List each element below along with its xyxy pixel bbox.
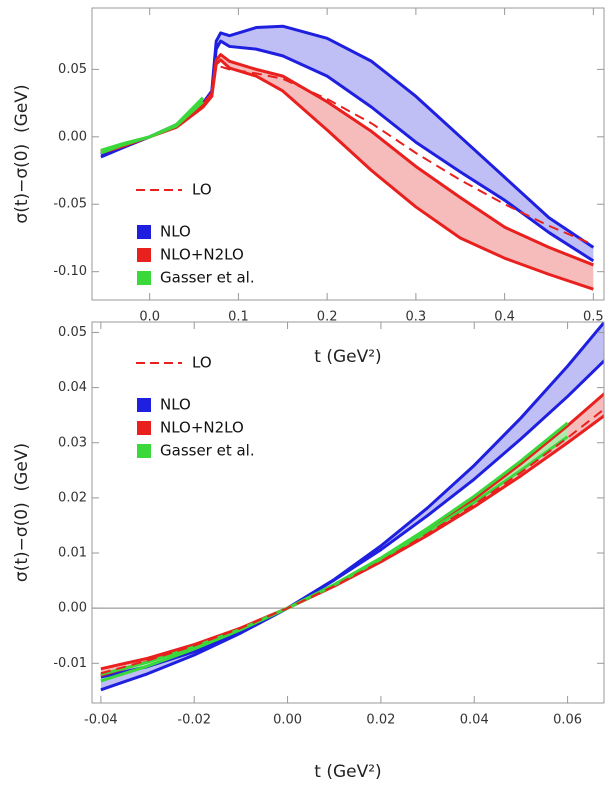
band-fill bbox=[100, 26, 594, 261]
band-fill bbox=[100, 422, 568, 681]
y-tick-label: -0.05 bbox=[53, 197, 87, 212]
x-axis-label: t (GeV²) bbox=[314, 762, 381, 782]
legend-swatch bbox=[137, 444, 151, 458]
legend-swatch bbox=[137, 421, 151, 435]
legend-text: NLO+N2LO bbox=[160, 419, 244, 437]
legend-swatch bbox=[137, 248, 151, 262]
y-tick-label: -0.10 bbox=[53, 264, 87, 279]
y-tick-label: 0.03 bbox=[58, 435, 87, 450]
y-tick-label: 0.02 bbox=[58, 490, 87, 505]
band-fill bbox=[100, 54, 594, 290]
x-tick-label: 0.1 bbox=[228, 310, 249, 325]
y-axis-label: σ(t)−σ(0) (GeV) bbox=[12, 443, 32, 582]
legend-swatch bbox=[137, 398, 151, 412]
legend-swatch bbox=[137, 271, 151, 285]
band-edge bbox=[100, 435, 569, 683]
band-edge bbox=[100, 358, 604, 692]
plot-frame bbox=[91, 321, 605, 704]
band-edge bbox=[100, 96, 204, 152]
line bbox=[100, 408, 604, 675]
band-fill bbox=[100, 322, 604, 690]
y-axis-label: σ(t)−σ(0) (GeV) bbox=[12, 84, 32, 223]
x-tick-label: 0.3 bbox=[406, 310, 427, 325]
x-tick-label: 0.5 bbox=[583, 310, 604, 325]
y-tick-label: 0.00 bbox=[58, 601, 87, 616]
y-tick-label: -0.01 bbox=[53, 656, 87, 671]
band-edge bbox=[100, 100, 204, 155]
x-tick-label: 0.0 bbox=[139, 310, 160, 325]
x-tick-label: 0.4 bbox=[494, 310, 515, 325]
line bbox=[220, 65, 594, 246]
x-tick-label: 0.00 bbox=[273, 713, 302, 728]
y-tick-label: 0.05 bbox=[58, 62, 87, 77]
y-tick-label: 0.05 bbox=[58, 325, 87, 340]
y-tick-label: 0.00 bbox=[58, 129, 87, 144]
x-axis-label: t (GeV²) bbox=[314, 347, 381, 367]
legend-text: Gasser et al. bbox=[160, 442, 255, 460]
legend-text: NLO+N2LO bbox=[160, 246, 244, 264]
legend-text: LO bbox=[192, 181, 212, 199]
x-tick-label: 0.02 bbox=[366, 713, 395, 728]
x-tick-label: -0.02 bbox=[177, 713, 211, 728]
legend-text: Gasser et al. bbox=[160, 269, 255, 287]
legend-text: LO bbox=[192, 354, 212, 372]
y-tick-label: 0.04 bbox=[58, 380, 87, 395]
legend-text: NLO bbox=[160, 396, 191, 414]
x-tick-label: 0.06 bbox=[553, 713, 582, 728]
band-edge bbox=[100, 322, 604, 679]
plot-frame bbox=[91, 7, 605, 301]
legend-text: NLO bbox=[160, 223, 191, 241]
x-tick-label: 0.04 bbox=[460, 713, 489, 728]
y-tick-label: 0.01 bbox=[58, 546, 87, 561]
x-tick-label: 0.2 bbox=[317, 310, 338, 325]
legend-swatch bbox=[137, 225, 151, 239]
x-tick-label: -0.04 bbox=[84, 713, 118, 728]
